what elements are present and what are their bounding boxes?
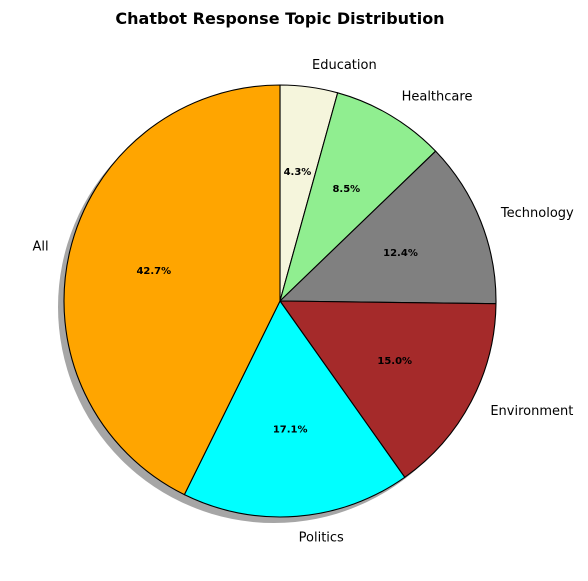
chart-title: Chatbot Response Topic Distribution bbox=[115, 9, 444, 28]
category-label-environment: Environment bbox=[490, 404, 573, 419]
pie-category-labels: Education Healthcare Technology Environment… bbox=[32, 58, 574, 545]
pie-slice-all bbox=[63, 84, 281, 496]
pie-slice-politics bbox=[183, 300, 406, 518]
pie-slices bbox=[63, 84, 497, 518]
pct-label-healthcare: 8.5% bbox=[332, 184, 360, 195]
pie-percent-labels: 4.3% 8.5% 12.4% 15.0% 17.1% 42.7% bbox=[136, 167, 417, 436]
pct-label-politics: 17.1% bbox=[273, 425, 308, 436]
pct-label-all: 42.7% bbox=[136, 266, 171, 277]
category-label-politics: Politics bbox=[299, 530, 344, 545]
pie-slice-healthcare bbox=[279, 92, 437, 302]
pie-slice-technology bbox=[279, 150, 497, 305]
pct-label-environment: 15.0% bbox=[377, 356, 412, 367]
pct-label-technology: 12.4% bbox=[383, 248, 418, 259]
category-label-all: All bbox=[32, 239, 48, 254]
category-label-technology: Technology bbox=[500, 206, 574, 221]
category-label-healthcare: Healthcare bbox=[402, 89, 473, 104]
pct-label-education: 4.3% bbox=[284, 167, 312, 178]
category-label-education: Education bbox=[312, 58, 377, 73]
pie-slice-environment bbox=[279, 300, 497, 478]
